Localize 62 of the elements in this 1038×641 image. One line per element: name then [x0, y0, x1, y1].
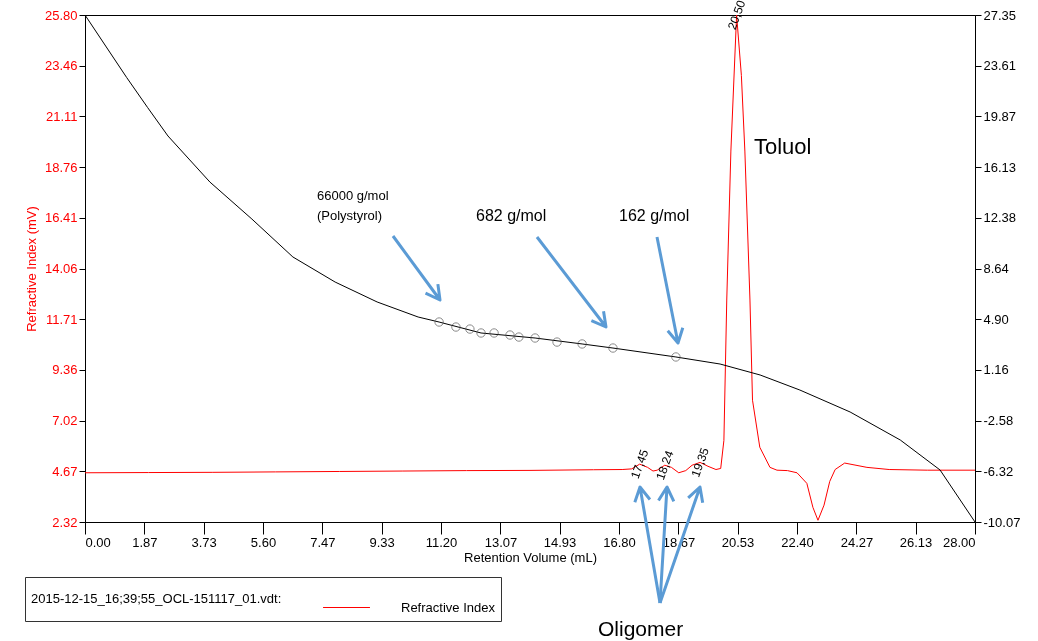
x-tick-label: 28.00 [942, 534, 976, 550]
y2-tick-label: 4.90 [983, 311, 1009, 327]
annotation: 162 g/mol [619, 207, 690, 224]
y-tick-label: 14.06 [44, 261, 78, 276]
annotation: 19,35 [688, 445, 712, 479]
x-tick-label: 24.27 [840, 534, 874, 550]
x-tick-label: 1.87 [132, 534, 158, 550]
y2-tick-label: 16.13 [983, 159, 1017, 175]
x-tick-label: 9.33 [369, 534, 395, 550]
y-tick-label: 9.36 [52, 362, 78, 378]
point [476, 328, 486, 338]
y2-tick-label: -2.58 [983, 413, 1014, 429]
x-tick-label: 26.13 [899, 534, 933, 550]
point [505, 330, 515, 340]
y-tick-label: 2.32 [52, 514, 78, 530]
y-tick-label: 16.41 [44, 210, 78, 226]
point [577, 339, 587, 349]
annotation: Toluol [754, 134, 812, 159]
y-tick-label: 25.80 [44, 7, 78, 23]
annotation: 18,24 [653, 448, 677, 482]
x-tick-label: 0.00 [85, 534, 111, 550]
y-tick-label: 11.71 [45, 311, 78, 327]
point [451, 322, 461, 332]
y-tick-label: 23.46 [44, 58, 78, 74]
x-tick-label: 20.53 [721, 534, 755, 550]
y2-tick-label: 1.16 [983, 362, 1009, 378]
legend-label: Refractive Index [401, 599, 496, 615]
point [671, 352, 681, 362]
annotation: 20,50 [724, 0, 749, 32]
x-tick-label: 16.80 [603, 534, 636, 550]
x-tick-label: 11.20 [425, 534, 458, 550]
x-tick-label: 22.40 [781, 534, 814, 550]
y2-tick-label: -6.32 [983, 463, 1014, 479]
x-axis-title: Retention Volume (mL) [464, 549, 597, 565]
y2-tick-label: 27.35 [983, 7, 1017, 23]
point [608, 343, 618, 353]
annotation: 66000 g/mol (Polystyrol) [317, 188, 389, 223]
point [434, 317, 444, 327]
x-tick-label: 14.93 [543, 534, 577, 550]
x-tick-label: 5.60 [250, 534, 277, 550]
point [552, 337, 562, 347]
y2-tick-label: 8.64 [983, 261, 1009, 276]
annotation: 682 g/mol [476, 207, 547, 224]
text: Oligomer [598, 617, 684, 640]
point [514, 332, 524, 342]
y-tick-label: 7.02 [52, 413, 78, 429]
point [489, 328, 499, 338]
x-tick-label: 13.07 [484, 534, 518, 550]
y-tick-label: 21.11 [45, 108, 78, 124]
y2-tick-label: 19.87 [983, 108, 1017, 124]
legend-title: 2015-12-15_16;39;55_OCL-151117_01.vdt: [31, 591, 282, 606]
y-tick-label: 18.76 [44, 159, 78, 175]
y2-tick-label: 12.38 [983, 210, 1017, 226]
y2-tick-label: -10.07 [983, 514, 1021, 530]
x-tick-label: 7.47 [310, 534, 336, 550]
point [530, 333, 540, 343]
point [465, 324, 475, 334]
y-tick-label: 4.67 [52, 463, 78, 479]
y2-tick-label: 23.61 [983, 58, 1017, 74]
x-tick-label: 3.73 [191, 534, 217, 550]
y-axis-title: Refractive Index (mV) [23, 206, 39, 332]
annotation: 17,45 [627, 447, 652, 481]
